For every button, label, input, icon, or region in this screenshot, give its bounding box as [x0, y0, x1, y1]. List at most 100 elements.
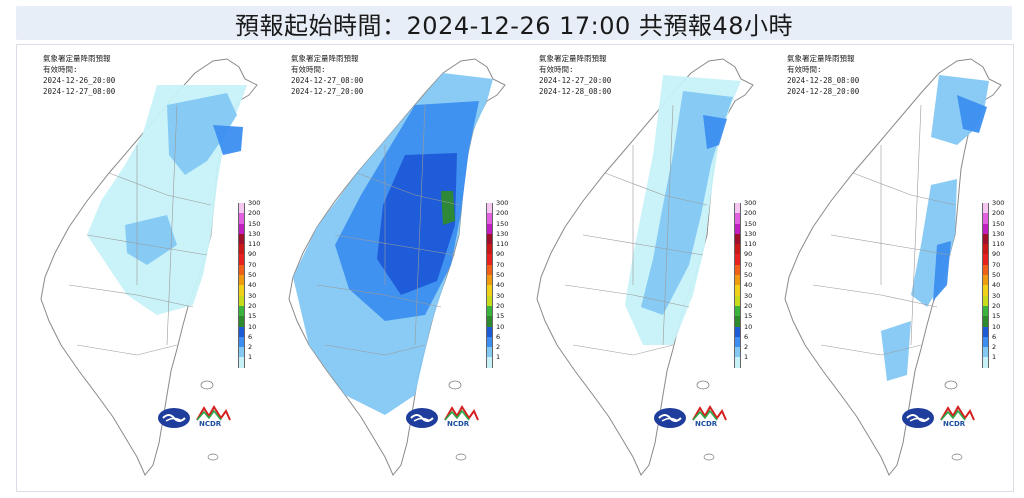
rainfall-scale: 300 200 150 130 110 90 70 50 40 30 20 15 10 6 2 1 — [734, 199, 764, 368]
scale-swatch — [238, 347, 245, 358]
scale-step: 300 — [734, 199, 764, 214]
scale-swatch — [238, 336, 245, 348]
cwa-logo-icon — [902, 408, 934, 428]
scale-step: 40 — [486, 281, 516, 296]
rainfall-scale: 300 200 150 130 110 90 70 50 40 30 20 15 10 6 2 1 — [982, 199, 1012, 368]
county-boundary — [604, 172, 708, 206]
scale-swatch — [734, 316, 741, 327]
valid-start: 2024-12-27_20:00 — [539, 76, 612, 85]
scale-step: 110 — [486, 240, 516, 255]
scale-swatch — [486, 326, 493, 337]
forecast-panel-1: 氣象署定量降雨預報 有效時間: 2024-12-26_20:00 2024-12… — [17, 45, 263, 491]
scale-label: 30 — [992, 291, 1001, 300]
offshore-island — [207, 453, 219, 461]
scale-step: 2 — [238, 343, 268, 358]
scale-label: 40 — [992, 281, 1001, 290]
rainfall-area — [125, 215, 177, 265]
scale-step: 1 — [238, 353, 268, 368]
scale-label: 20 — [248, 301, 257, 310]
rainfall-area — [377, 153, 457, 295]
scale-step: 50 — [982, 271, 1012, 286]
rainfall-area — [957, 95, 987, 133]
scale-swatch — [982, 285, 989, 296]
scale-step: 2 — [486, 343, 516, 358]
scale-swatch — [486, 305, 493, 317]
panel-caption: 氣象署定量降雨預報 有效時間: 2024-12-28_08:00 2024-12… — [787, 53, 859, 97]
scale-swatch — [486, 223, 493, 234]
scale-label: 90 — [496, 250, 505, 259]
scale-label: 15 — [496, 312, 505, 321]
scale-swatch — [238, 233, 245, 245]
scale-step: 200 — [486, 209, 516, 224]
panel-caption: 氣象署定量降雨預報 有效時間: 2024-12-27_08:00 2024-12… — [291, 53, 363, 97]
scale-swatch — [238, 285, 245, 296]
scale-swatch — [734, 347, 741, 358]
scale-step: 30 — [238, 292, 268, 306]
scale-step: 50 — [734, 271, 764, 286]
scale-swatch — [486, 357, 493, 368]
ncdr-mountain-icon — [692, 405, 727, 421]
scale-swatch — [734, 203, 741, 214]
rainfall-area — [703, 115, 727, 149]
scale-step: 150 — [982, 220, 1012, 234]
scale-swatch — [734, 295, 741, 306]
scale-step: 15 — [982, 312, 1012, 327]
scale-swatch — [734, 357, 741, 368]
scale-label: 150 — [992, 219, 1005, 228]
scale-swatch — [486, 336, 493, 348]
caption-label: 有效時間: — [787, 65, 822, 74]
scale-swatch — [734, 233, 741, 245]
valid-end: 2024-12-28_08:00 — [539, 87, 612, 96]
county-boundary — [324, 344, 426, 356]
scale-label: 300 — [992, 199, 1005, 207]
scale-swatch — [486, 244, 493, 255]
scale-label: 30 — [496, 291, 505, 300]
scale-step: 6 — [486, 333, 516, 348]
scale-swatch — [238, 203, 245, 214]
scale-step: 40 — [238, 281, 268, 296]
scale-label: 70 — [992, 260, 1001, 269]
valid-end: 2024-12-27_08:00 — [43, 87, 116, 96]
scale-swatch — [734, 244, 741, 255]
scale-label: 90 — [992, 250, 1001, 259]
scale-swatch — [486, 316, 493, 327]
scale-label: 15 — [248, 312, 257, 321]
scale-label: 1 — [992, 353, 997, 362]
offshore-island — [703, 453, 715, 461]
scale-step: 110 — [238, 240, 268, 255]
scale-label: 130 — [248, 229, 261, 238]
cwa-logo-icon — [654, 408, 686, 428]
taiwan-rainfall-map — [536, 58, 754, 476]
scale-step: 90 — [486, 250, 516, 265]
caption-label: 有效時間: — [539, 65, 574, 74]
scale-step: 15 — [734, 312, 764, 327]
scale-swatch — [238, 223, 245, 234]
scale-label: 50 — [992, 271, 1001, 280]
scale-step: 90 — [734, 250, 764, 265]
scale-label: 200 — [992, 209, 1005, 218]
scale-swatch — [982, 213, 989, 224]
scale-label: 2 — [992, 343, 997, 352]
scale-label: 40 — [248, 281, 257, 290]
scale-label: 50 — [496, 271, 505, 280]
scale-label: 2 — [496, 343, 501, 352]
scale-label: 1 — [496, 353, 501, 362]
scale-step: 6 — [238, 333, 268, 348]
scale-step: 70 — [734, 261, 764, 276]
scale-swatch — [238, 326, 245, 337]
scale-step: 130 — [486, 230, 516, 245]
county-boundary — [356, 172, 460, 206]
scale-step: 150 — [238, 220, 268, 234]
valid-end: 2024-12-28_20:00 — [787, 87, 860, 96]
scale-swatch — [982, 203, 989, 214]
scale-step: 70 — [238, 261, 268, 276]
scale-label: 20 — [992, 301, 1001, 310]
panel-caption: 氣象署定量降雨預報 有效時間: 2024-12-27_20:00 2024-12… — [539, 53, 611, 97]
forecast-panels: 氣象署定量降雨預報 有效時間: 2024-12-26_20:00 2024-12… — [16, 44, 1014, 492]
scale-step: 1 — [734, 353, 764, 368]
county-boundary — [812, 284, 938, 308]
scale-swatch — [734, 223, 741, 234]
scale-label: 200 — [496, 209, 509, 218]
scale-step: 110 — [734, 240, 764, 255]
forecast-panel-3: 氣象署定量降雨預報 有效時間: 2024-12-27_20:00 2024-12… — [513, 45, 759, 491]
